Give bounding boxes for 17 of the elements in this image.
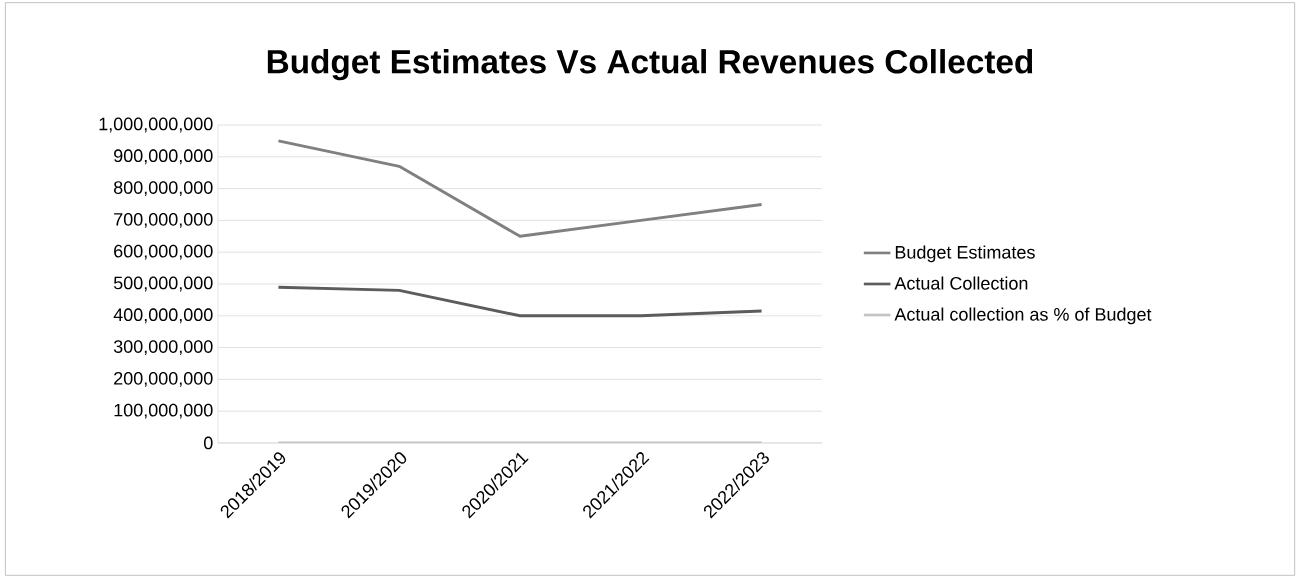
legend-label: Actual collection as % of Budget [894,307,1152,325]
line-series [276,285,764,318]
y-tick-label: 400,000,000 [113,308,213,324]
y-tick-label: 500,000,000 [113,276,213,292]
y-tick-label: 200,000,000 [114,371,213,387]
line-series [276,139,764,238]
y-tick-label: 100,000,000 [114,403,213,419]
y-tick-label: 1,000,000,000 [99,117,213,133]
y-tick-label: 700,000,000 [114,212,213,228]
y-tick-label: 0 [204,436,213,450]
chart-title: Budget Estimates Vs Actual Revenues Collected [267,49,1033,81]
y-tick-label: 800,000,000 [113,181,213,197]
y-tick-label: 300,000,000 [113,340,213,356]
legend-label: Budget Estimates [895,245,1035,263]
y-tick-label: 600,000,000 [114,244,213,260]
y-tick-label: 900,000,000 [114,149,213,165]
legend-label: Actual Collection [894,276,1028,290]
